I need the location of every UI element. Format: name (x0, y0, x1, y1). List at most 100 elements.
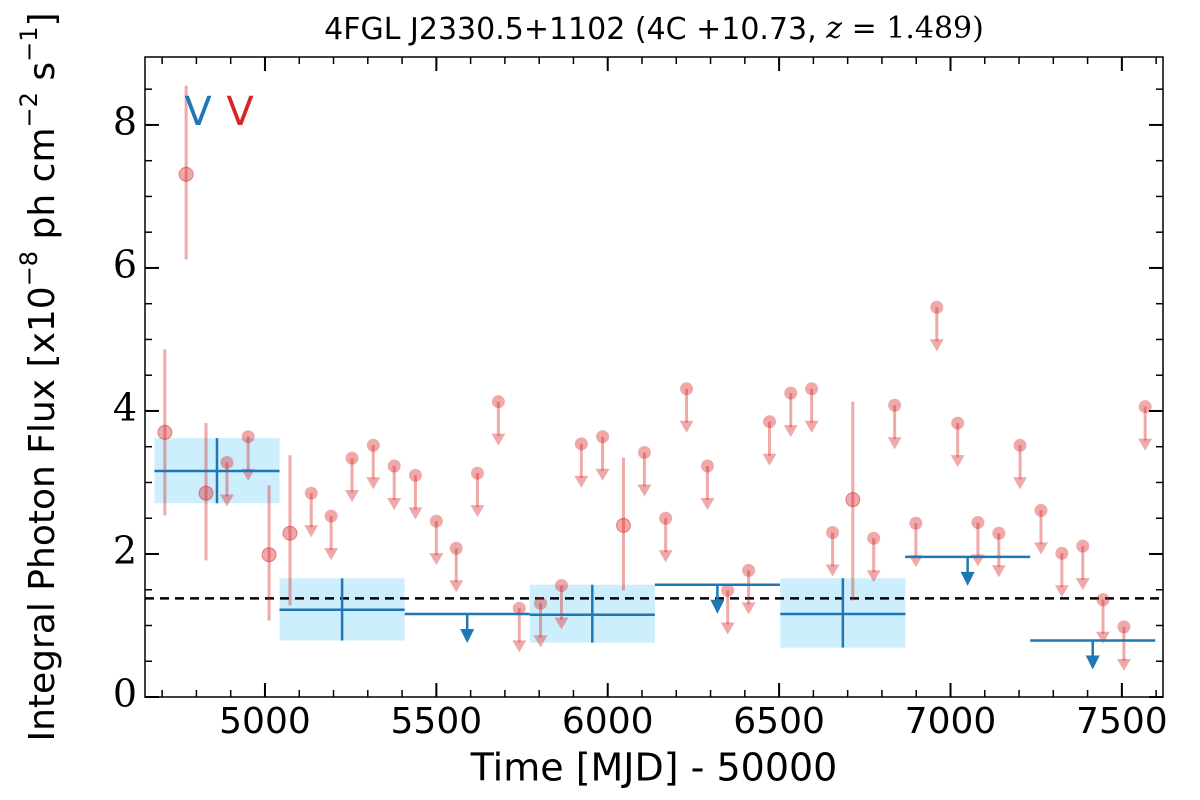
point (951, 416, 965, 430)
point (1138, 400, 1152, 414)
point (1055, 546, 1069, 560)
upper-limit-head (554, 617, 569, 630)
point (909, 516, 923, 530)
point (366, 438, 380, 452)
upper-limit-head (512, 640, 527, 653)
upper-limit-head (449, 580, 464, 593)
upper-limit-head (991, 565, 1006, 578)
upper-limit-head (1096, 631, 1111, 644)
y-tick-label: 2 (113, 528, 137, 572)
point (888, 398, 902, 412)
point (512, 601, 526, 615)
upper-limit-head (491, 433, 506, 446)
point (784, 386, 798, 400)
point (763, 415, 777, 429)
point (241, 430, 255, 444)
point (387, 459, 401, 473)
point (1034, 503, 1048, 517)
upper-limit-head (574, 475, 589, 488)
upper-limit-head (595, 468, 610, 481)
legend-entry: V (184, 89, 212, 135)
upper-limit-head (679, 420, 694, 433)
point (805, 382, 819, 396)
upper-limit-head (700, 498, 715, 511)
upper-limit-head (324, 548, 339, 561)
upper-limit-head (720, 622, 735, 635)
point (1013, 438, 1027, 452)
point (157, 424, 173, 440)
point (971, 516, 985, 530)
y-tick-label: 4 (113, 385, 137, 429)
point (261, 547, 277, 563)
y-label-part: −1 (15, 27, 43, 62)
point (534, 596, 548, 610)
point (554, 578, 568, 592)
point (845, 492, 861, 508)
upper-limit-head (637, 484, 652, 497)
upper-limit-head (533, 635, 548, 648)
y-label-part: ] (22, 12, 63, 26)
point (429, 514, 443, 528)
point (470, 466, 484, 480)
point (324, 509, 338, 523)
point (721, 583, 735, 597)
point (700, 459, 714, 473)
x-axis-label: Time [MJD] - 50000 (470, 746, 838, 790)
y-tick-label: 0 (113, 672, 137, 716)
upper-limit-head (1085, 655, 1100, 670)
upper-limit-head (887, 437, 902, 450)
point (282, 525, 298, 541)
upper-limit-head (950, 455, 965, 468)
point (680, 382, 694, 396)
upper-limit-head (1116, 658, 1131, 671)
upper-limit-head (825, 564, 840, 577)
point (615, 517, 631, 533)
upper-limit-head (1075, 578, 1090, 591)
point (449, 541, 463, 555)
point (198, 485, 214, 501)
y-label-part: −2 (15, 92, 43, 127)
upper-limit-head (304, 525, 319, 538)
point (345, 451, 359, 465)
upper-limit-head (658, 550, 673, 563)
upper-limit-head (866, 570, 881, 583)
y-label-part: s (22, 62, 63, 92)
upper-limit-head (1013, 477, 1028, 490)
point (742, 563, 756, 577)
legend-entry: V (226, 89, 254, 135)
y-tick-label: 6 (113, 242, 137, 286)
upper-limit-head (470, 505, 485, 518)
x-tick-label: 7500 (1076, 701, 1168, 742)
point (491, 395, 505, 409)
title-part: = 1.489) (842, 11, 984, 46)
point (304, 486, 318, 500)
upper-limit-head (710, 599, 725, 614)
upper-limit-head (960, 571, 975, 586)
upper-limit-head (741, 602, 756, 615)
title-part: 4FGL J2330.5+1102 (4C +10.73, (324, 12, 826, 47)
y-label-part: Integral Photon Flux [x10 (22, 286, 63, 741)
y-label-part: −8 (15, 251, 43, 286)
point (178, 166, 194, 182)
point (930, 300, 944, 314)
y-axis-label: Integral Photon Flux [x10−8 ph cm−2 s−1] (15, 12, 63, 741)
upper-limit-head (783, 425, 798, 438)
upper-limit-head (762, 453, 777, 466)
y-tick-label: 8 (113, 99, 137, 143)
upper-limit-head (366, 477, 381, 490)
upper-limit-head (345, 490, 360, 503)
point (1076, 539, 1090, 553)
upper-limit-head (408, 507, 423, 520)
upper-limit-head (908, 555, 923, 568)
upper-limit-head (387, 498, 402, 511)
point (867, 531, 881, 545)
point (637, 445, 651, 459)
point (992, 526, 1006, 540)
upper-limit-head (219, 494, 234, 507)
upper-limit-head (1138, 438, 1153, 451)
x-tick-label: 6000 (562, 701, 654, 742)
point (1117, 620, 1131, 634)
upper-limit-head (460, 629, 475, 644)
